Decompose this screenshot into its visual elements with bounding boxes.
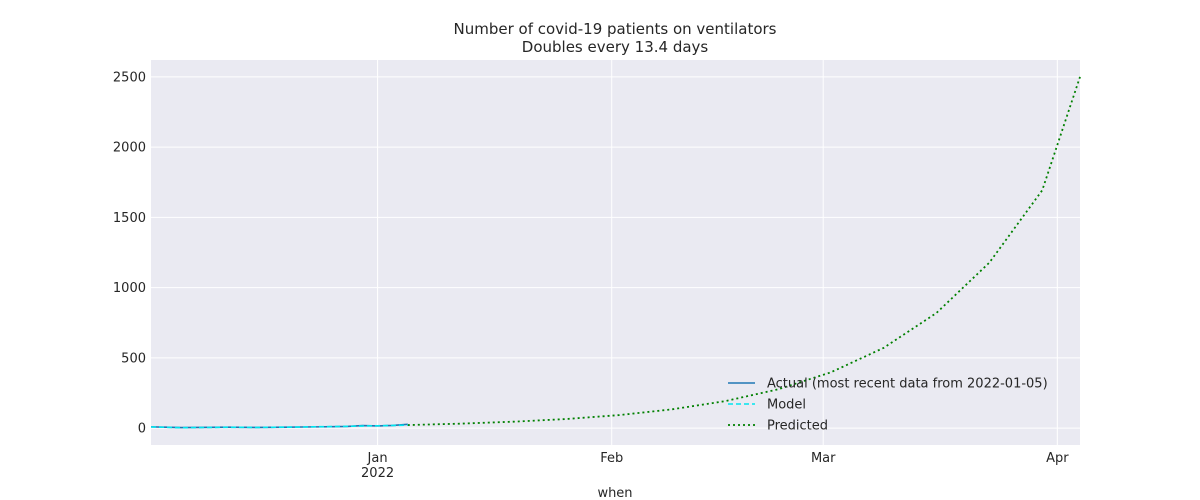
series-lines xyxy=(150,76,1081,429)
grid-lines xyxy=(151,60,1080,445)
chart-subtitle: Doubles every 13.4 days xyxy=(522,38,709,56)
x-tick-label: Feb xyxy=(600,451,623,466)
chart-title: Number of covid-19 patients on ventilato… xyxy=(454,20,777,38)
y-tick-label: 2500 xyxy=(113,70,146,85)
y-tick-label: 2000 xyxy=(113,141,146,156)
legend: Actual (most recent data from 2022-01-05… xyxy=(728,377,1048,434)
legend-label: Predicted xyxy=(767,419,828,434)
y-axis: 0 500 1000 1500 2000 2500 xyxy=(113,70,146,436)
y-tick-label: 1000 xyxy=(113,281,146,296)
x-tick-label: Apr xyxy=(1046,451,1069,466)
y-tick-label: 0 xyxy=(138,422,146,437)
x-axis-label: when xyxy=(597,486,632,500)
y-tick-label: 500 xyxy=(121,351,146,366)
x-tick-label: Mar xyxy=(811,451,836,466)
legend-label: Model xyxy=(767,398,806,413)
plot-area xyxy=(151,60,1080,445)
legend-label: Actual (most recent data from 2022-01-05… xyxy=(767,377,1048,392)
series-line-dashed xyxy=(150,424,408,429)
series-line-dotted xyxy=(407,76,1081,426)
x-tick-label: Jan xyxy=(367,451,388,466)
y-tick-label: 1500 xyxy=(113,211,146,226)
x-tick-sublabel: 2022 xyxy=(361,466,394,481)
